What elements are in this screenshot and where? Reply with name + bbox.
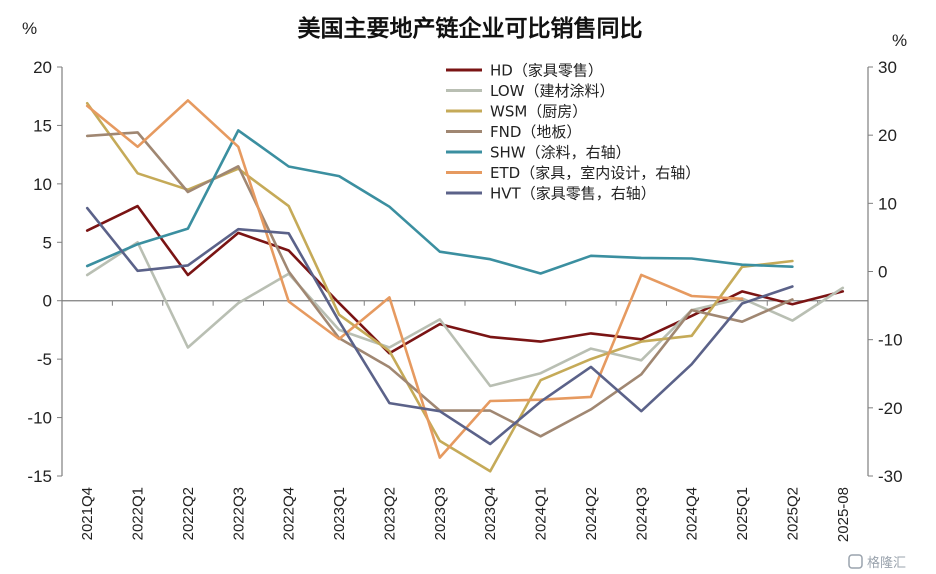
left-tick-label: 10 xyxy=(33,175,52,194)
left-tick-label: 5 xyxy=(43,233,52,252)
legend-label: HD（家具零售） xyxy=(490,62,603,80)
legend-label: WSM（厨房） xyxy=(490,103,587,121)
x-tick-label: 2023Q4 xyxy=(482,487,499,540)
x-tick-label: 2025-08 xyxy=(835,487,852,542)
x-tick-label: 2022Q4 xyxy=(281,487,298,540)
legend-label: HVT（家具零售，右轴） xyxy=(490,185,656,203)
watermark: 格隆汇 xyxy=(848,554,906,571)
left-axis-unit: % xyxy=(22,19,37,38)
legend: HD（家具零售） LOW（建材涂料） WSM（厨房） FND（地板） SHW（涂料，右轴… xyxy=(446,62,700,203)
right-tick-label: 20 xyxy=(878,126,897,145)
series-line-shw xyxy=(85,129,794,275)
x-tick-label: 2025Q1 xyxy=(734,487,751,540)
x-tick-label: 2022Q2 xyxy=(180,487,197,540)
left-tick-label: 20 xyxy=(33,58,52,77)
legend-label: FND（地板） xyxy=(490,123,581,141)
x-tick-label: 2023Q2 xyxy=(381,487,398,540)
left-tick-label: -15 xyxy=(27,467,52,486)
x-tick-label: 2024Q1 xyxy=(533,487,550,540)
right-axis-unit: % xyxy=(892,31,907,50)
x-tick-label: 2025Q2 xyxy=(784,487,801,540)
series-line-low xyxy=(85,241,845,388)
left-tick-label: 0 xyxy=(43,292,52,311)
series-line-hvt xyxy=(85,206,794,446)
axes: 20 15 10 5 0 -5 -10 -15 30 20 10 0 -10 -20 -30 2021Q4 20… xyxy=(27,58,902,542)
right-tick-label: 30 xyxy=(878,58,897,77)
x-tick-label: 2024Q4 xyxy=(684,487,701,540)
x-tick-label: 2022Q3 xyxy=(230,487,247,540)
right-tick-label: -30 xyxy=(878,467,903,486)
chart-title: 美国主要地产链企业可比销售同比 xyxy=(298,15,643,42)
series-line-hd xyxy=(85,204,845,355)
series-line-etd xyxy=(85,99,744,459)
right-tick-label: 10 xyxy=(878,194,897,213)
right-tick-label: -20 xyxy=(878,399,903,418)
x-tick-label: 2023Q3 xyxy=(432,487,449,540)
right-tick-label: 0 xyxy=(878,263,887,282)
x-tick-label: 2021Q4 xyxy=(79,487,96,540)
x-tick-label: 2022Q1 xyxy=(130,487,147,540)
left-tick-label: 15 xyxy=(33,116,52,135)
right-tick-label: -10 xyxy=(878,331,903,350)
legend-label: LOW（建材涂料） xyxy=(490,82,614,100)
watermark-text: 格隆汇 xyxy=(867,555,906,571)
x-tick-label: 2024Q2 xyxy=(583,487,600,540)
left-tick-label: -5 xyxy=(37,350,52,369)
x-tick-label: 2024Q3 xyxy=(633,487,650,540)
left-tick-label: -10 xyxy=(27,409,52,428)
legend-label: SHW（涂料，右轴） xyxy=(490,144,631,162)
x-tick-label: 2023Q1 xyxy=(331,487,348,540)
series-line-wsm xyxy=(85,101,794,473)
legend-label: ETD（家具，室内设计，右轴） xyxy=(490,164,700,182)
watermark-logo-icon xyxy=(848,554,863,569)
series-lines xyxy=(85,99,845,473)
